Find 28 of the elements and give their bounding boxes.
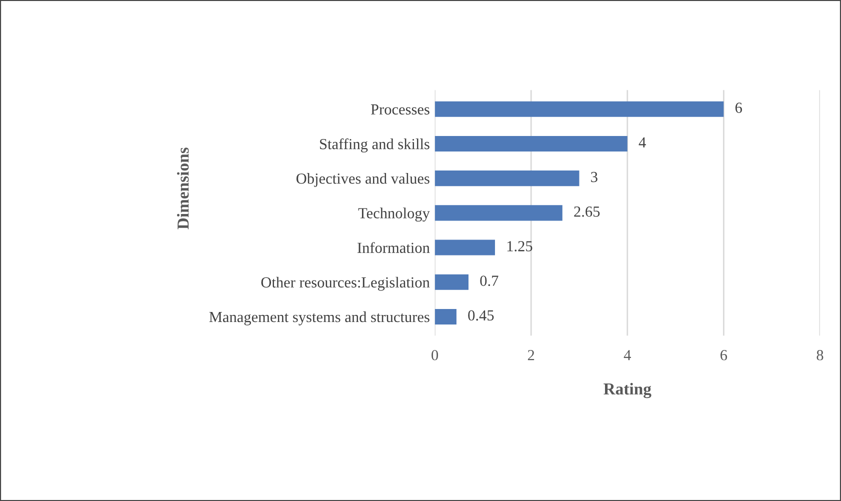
data-label: 4	[638, 137, 646, 148]
x-tick-label: 0	[432, 350, 438, 360]
bar	[434, 205, 562, 221]
y-tick-label: Processes	[370, 104, 430, 115]
bar	[434, 101, 724, 117]
x-axis-title: Rating	[604, 382, 652, 398]
data-label: 0.45	[468, 310, 494, 321]
bar	[434, 136, 628, 152]
bar	[434, 240, 495, 256]
bar	[434, 170, 580, 186]
y-tick-label: Management systems and structures	[209, 311, 430, 326]
data-label: 1.25	[507, 241, 532, 252]
y-tick-label: Objectives and values	[296, 173, 430, 187]
y-tick-label: Other resources:Legislation	[261, 276, 430, 291]
data-label: 0.7	[480, 276, 498, 286]
y-axis-title: Dimensions	[177, 148, 189, 230]
x-tick-label: 8	[816, 350, 824, 360]
x-tick-label: 2	[528, 350, 534, 360]
bar	[434, 274, 468, 290]
y-tick-label: Staffing and skills	[320, 138, 430, 152]
data-label: 2.65	[574, 206, 600, 217]
data-label: 6	[735, 102, 742, 113]
y-tick-label: Technology	[358, 208, 430, 222]
x-tick-label: 4	[624, 350, 631, 360]
y-tick-label: Information	[358, 242, 430, 253]
data-label: 3	[591, 172, 598, 182]
x-tick-label: 6	[720, 350, 728, 360]
bar	[434, 308, 456, 325]
